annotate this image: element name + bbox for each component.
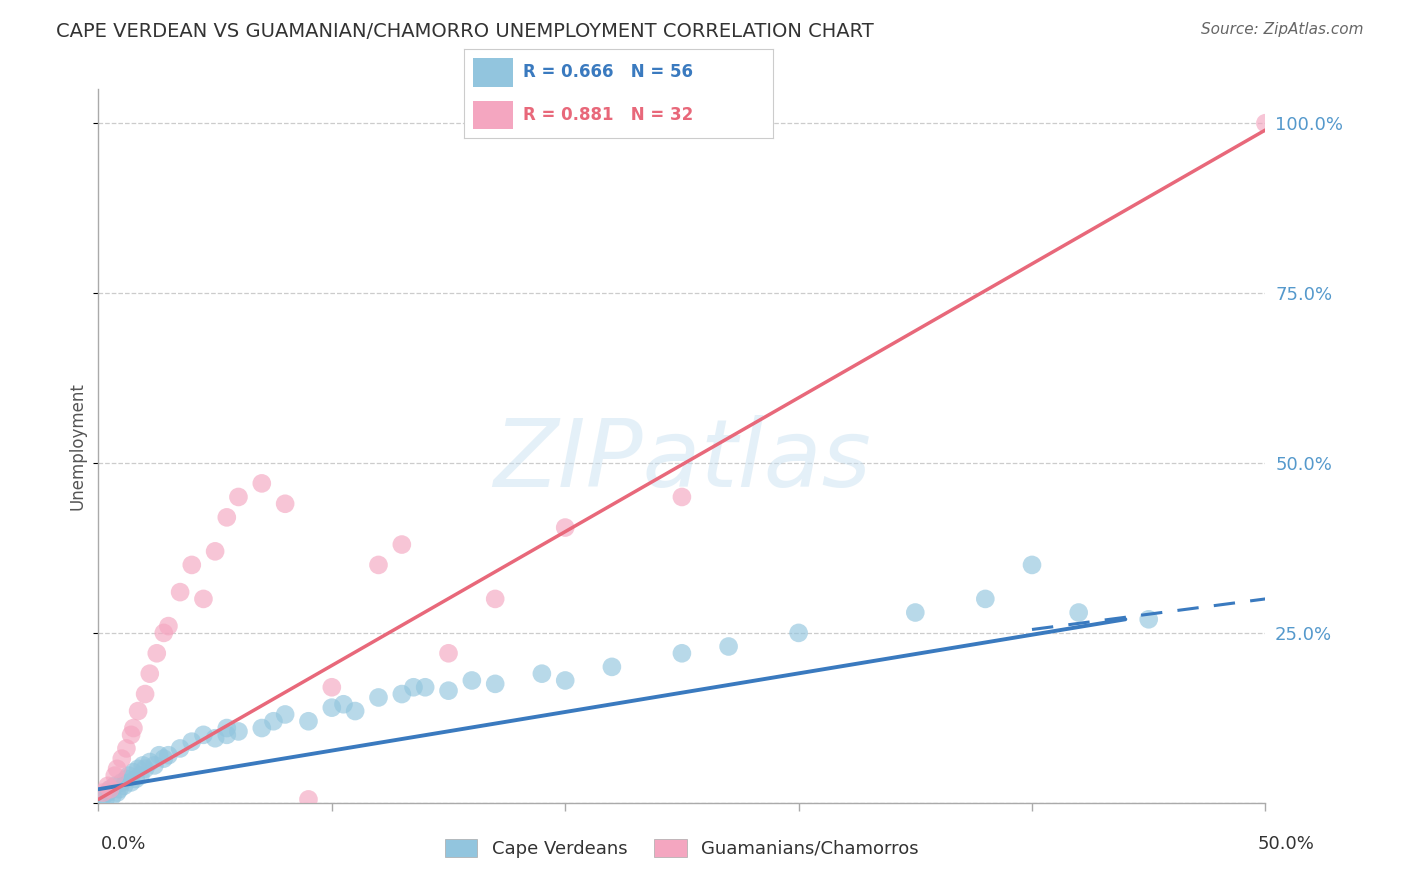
FancyBboxPatch shape: [474, 58, 513, 87]
Point: [274, 707, 297, 722]
Point: [120, 775, 142, 789]
Point: [97, 779, 120, 793]
Point: [111, 775, 134, 789]
Point: [143, 758, 166, 772]
Point: [98, 782, 121, 797]
Point: [157, 748, 180, 763]
Text: 0.0%: 0.0%: [101, 835, 146, 853]
Point: [112, 779, 135, 793]
Text: R = 0.666   N = 56: R = 0.666 N = 56: [523, 63, 693, 81]
Point: [367, 558, 389, 572]
Point: [146, 646, 169, 660]
Point: [105, 762, 128, 776]
Point: [332, 698, 354, 712]
Point: [274, 497, 297, 511]
Point: [461, 673, 484, 688]
Point: [91, 789, 114, 803]
Text: R = 0.881   N = 32: R = 0.881 N = 32: [523, 106, 693, 124]
Y-axis label: Unemployment: Unemployment: [69, 382, 87, 510]
Point: [437, 683, 460, 698]
Point: [148, 748, 170, 763]
Point: [297, 792, 319, 806]
Point: [250, 721, 273, 735]
Point: [974, 591, 997, 606]
Point: [193, 591, 215, 606]
Point: [111, 751, 134, 765]
FancyBboxPatch shape: [474, 101, 513, 129]
Point: [215, 728, 238, 742]
Point: [139, 755, 162, 769]
Point: [671, 646, 693, 660]
Point: [125, 772, 148, 786]
Point: [530, 666, 553, 681]
Point: [367, 690, 389, 705]
Point: [904, 606, 927, 620]
Point: [717, 640, 740, 654]
Point: [104, 779, 127, 793]
Point: [344, 704, 367, 718]
Legend: Cape Verdeans, Guamanians/Chamorros: Cape Verdeans, Guamanians/Chamorros: [437, 831, 927, 865]
Point: [1067, 606, 1090, 620]
Text: 50.0%: 50.0%: [1258, 835, 1315, 853]
Text: ZIPatlas: ZIPatlas: [494, 415, 870, 506]
Point: [600, 660, 623, 674]
Point: [169, 741, 191, 756]
Point: [554, 673, 576, 688]
Point: [97, 786, 120, 800]
Point: [484, 677, 506, 691]
Text: CAPE VERDEAN VS GUAMANIAN/CHAMORRO UNEMPLOYMENT CORRELATION CHART: CAPE VERDEAN VS GUAMANIAN/CHAMORRO UNEMP…: [56, 22, 875, 41]
Point: [94, 792, 117, 806]
Point: [180, 558, 202, 572]
Point: [152, 751, 174, 765]
Point: [484, 591, 506, 606]
Point: [180, 734, 202, 748]
Point: [115, 741, 138, 756]
Point: [101, 789, 124, 803]
Point: [157, 619, 180, 633]
Point: [91, 786, 114, 800]
Point: [118, 769, 141, 783]
Point: [262, 714, 284, 729]
Point: [134, 687, 156, 701]
Point: [127, 762, 149, 776]
Point: [321, 700, 343, 714]
Point: [1254, 116, 1277, 130]
Point: [115, 772, 138, 786]
Point: [105, 786, 128, 800]
Point: [1137, 612, 1160, 626]
Point: [152, 626, 174, 640]
Point: [122, 765, 145, 780]
Point: [437, 646, 460, 660]
Point: [104, 769, 127, 783]
Point: [120, 728, 142, 742]
Point: [139, 666, 162, 681]
Point: [193, 728, 215, 742]
Point: [134, 762, 156, 776]
Point: [671, 490, 693, 504]
Point: [132, 758, 155, 772]
Point: [402, 680, 425, 694]
Point: [215, 721, 238, 735]
Point: [108, 782, 131, 797]
Point: [98, 782, 121, 797]
Point: [127, 704, 149, 718]
Point: [787, 626, 810, 640]
Point: [391, 687, 413, 701]
Point: [391, 537, 413, 551]
Text: Source: ZipAtlas.com: Source: ZipAtlas.com: [1201, 22, 1364, 37]
Point: [228, 490, 250, 504]
Point: [204, 731, 226, 746]
Point: [321, 680, 343, 694]
Point: [228, 724, 250, 739]
Point: [297, 714, 319, 729]
Point: [1021, 558, 1043, 572]
Point: [215, 510, 238, 524]
Point: [204, 544, 226, 558]
Point: [554, 520, 576, 534]
Point: [413, 680, 436, 694]
Point: [250, 476, 273, 491]
Point: [129, 769, 152, 783]
Point: [122, 721, 145, 735]
Point: [169, 585, 191, 599]
